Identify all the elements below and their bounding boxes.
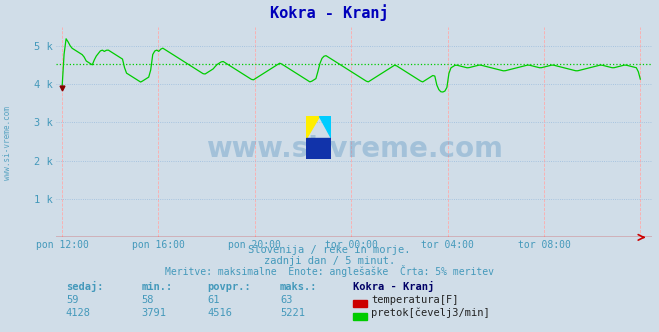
Text: 4516: 4516 [208,308,233,318]
Text: 58: 58 [142,295,154,305]
Polygon shape [306,116,319,138]
Text: Kokra - Kranj: Kokra - Kranj [353,282,434,292]
Text: pretok[čevelj3/min]: pretok[čevelj3/min] [371,307,490,318]
Text: 4128: 4128 [66,308,91,318]
Text: www.si-vreme.com: www.si-vreme.com [3,106,13,180]
Text: maks.:: maks.: [280,283,318,292]
Text: zadnji dan / 5 minut.: zadnji dan / 5 minut. [264,256,395,266]
Text: www.si-vreme.com: www.si-vreme.com [206,135,503,163]
Text: 59: 59 [66,295,78,305]
Text: 5221: 5221 [280,308,305,318]
Text: Meritve: maksimalne  Enote: anglešaške  Črta: 5% meritev: Meritve: maksimalne Enote: anglešaške Čr… [165,265,494,277]
Polygon shape [319,116,331,138]
Text: temperatura[F]: temperatura[F] [371,295,459,305]
Polygon shape [306,138,331,159]
Text: sedaj:: sedaj: [66,282,103,292]
Text: Kokra - Kranj: Kokra - Kranj [270,4,389,21]
Text: min.:: min.: [142,283,173,292]
Text: 61: 61 [208,295,220,305]
Text: 3791: 3791 [142,308,167,318]
Text: Slovenija / reke in morje.: Slovenija / reke in morje. [248,245,411,255]
Text: povpr.:: povpr.: [208,283,251,292]
Text: 63: 63 [280,295,293,305]
